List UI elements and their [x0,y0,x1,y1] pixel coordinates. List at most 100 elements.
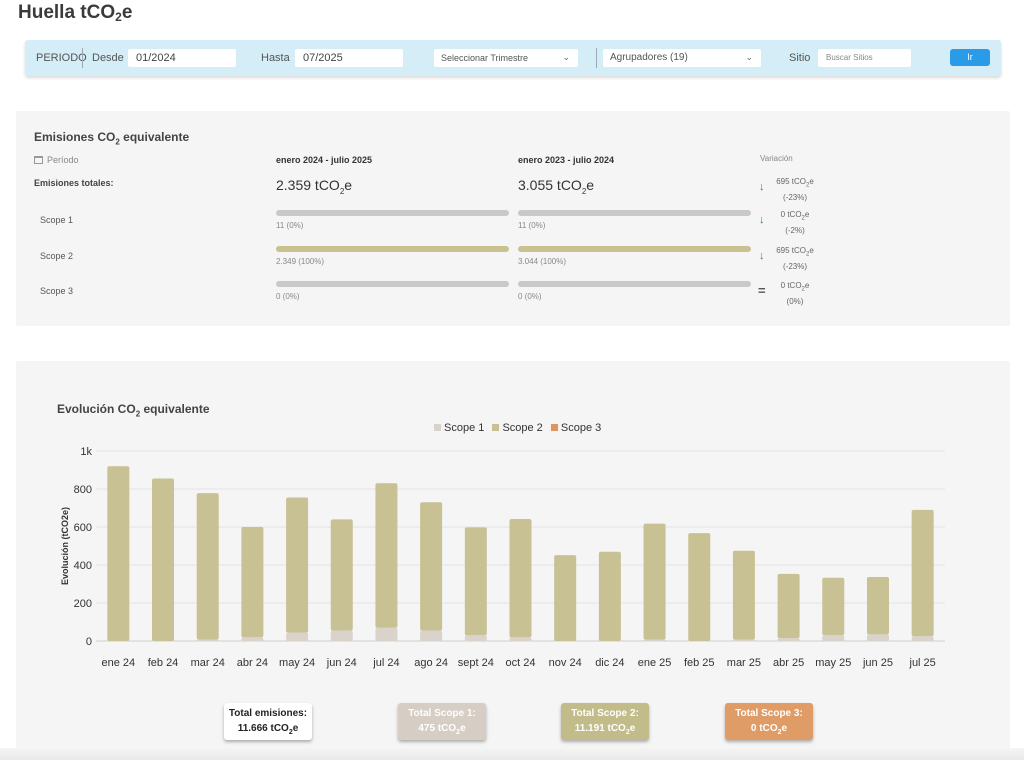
x-tick-label: ago 24 [414,657,448,669]
legend-item-scope3[interactable]: Scope 3 [550,422,602,434]
scope-var-value: 0 tCO [780,210,802,219]
total-b-value: 3.055 tCO2e [518,177,594,196]
unit-end: e [804,210,810,219]
trimestre-select[interactable]: Seleccionar Trimestre ⌄ [434,49,578,67]
total-scope1-label: Total Scope 1: [408,708,476,719]
unit-sub: 2 [806,251,810,258]
x-tick-label: ene 25 [638,657,672,669]
chevron-down-icon: ⌄ [562,52,570,62]
bar-scope2 [866,576,889,635]
unit-end: e [292,723,299,734]
legend-item-scope1[interactable]: Scope 1 [434,422,484,434]
filter-divider [596,48,597,68]
bar-scope1 [420,630,443,641]
equal-icon: = [758,283,766,298]
evolution-title-sub: 2 [135,409,141,419]
scope-bar-previous [518,246,751,252]
total-emissions-label: Emisiones totales: [34,178,114,188]
unit-sub: 2 [625,729,630,736]
x-tick-label: dic 24 [595,657,624,669]
scope-caption-previous: 3.044 (100%) [518,257,567,266]
legend-label: Scope 3 [560,422,602,434]
bar-scope1 [509,637,532,641]
s2-value-text: 11.191 tCO [574,723,626,734]
y-tick-label: 800 [74,484,92,496]
total-b-text: 3.055 tCO [518,177,582,193]
total-scope3-label: Total Scope 3: [735,708,803,719]
bar-scope1 [866,634,889,641]
bar-scope1 [286,632,309,641]
period-row-label: Período [34,155,79,165]
sitio-search-input[interactable]: Buscar Sitios [818,49,911,67]
bar-scope1 [330,630,353,641]
period-label-text: Período [47,155,79,165]
down-arrow-icon: ↓ [759,250,765,262]
unit-sub: 2 [806,182,810,189]
filter-bar: PERIODO Desde 01/2024 Hasta 07/2025 Sele… [25,40,1001,76]
bar-scope2 [420,502,443,631]
scope-caption-current: 2.349 (100%) [276,257,325,266]
bar-scope2 [107,466,130,641]
bar-scope2 [598,551,621,641]
unit-end: e [781,723,788,734]
scope-bar-previous [518,281,751,287]
summary-title-sub: 2 [115,137,120,147]
x-tick-label: jul 25 [909,657,936,669]
period-b-header: enero 2023 - julio 2024 [518,155,615,165]
total-scope2-label: Total Scope 2: [571,708,639,719]
variation-header: Variación [760,154,793,163]
legend-label: Scope 1 [444,422,485,434]
total-scope3-box: Total Scope 3: 0 tCO2e [725,703,813,740]
total-scope2-value: 11.191 tCO2e [561,721,649,740]
go-button[interactable]: Ir [950,49,990,66]
x-tick-label: jul 24 [372,657,399,669]
legend-item-scope2[interactable]: Scope 2 [492,422,543,434]
total-scope2-box: Total Scope 2: 11.191 tCO2e [561,703,649,740]
page-title: Huella tCO2e [18,2,132,24]
x-tick-label: feb 24 [148,657,179,669]
total-value-text: 11.666 tCO [237,723,289,734]
evolution-title: Evolución CO2 equivalente [57,402,210,418]
x-tick-label: mar 25 [727,657,761,669]
unit-end: e [809,177,814,186]
x-tick-label: jun 24 [326,657,357,669]
summary-title-end: equivalente [119,130,190,144]
bar-scope1 [643,639,666,641]
trimestre-select-value: Seleccionar Trimestre [441,53,529,63]
bar-scope2 [732,550,755,640]
total-a-value: 2.359 tCO2e [276,177,352,196]
period-a-header: enero 2024 - julio 2025 [276,155,373,165]
scope-row-label: Scope 2 [40,251,74,261]
total-var-pct: (-23%) [782,192,807,202]
bar-scope1 [822,635,845,641]
bar-scope2 [643,523,666,640]
scope-bar-current [276,281,509,287]
desde-label: Desde [92,52,124,64]
y-tick-label: 0 [86,636,92,648]
scope-row-label: Scope 1 [40,215,74,225]
hasta-input[interactable]: 07/2025 [295,49,403,67]
unit-end: e [460,723,466,734]
legend-label: Scope 2 [502,422,543,434]
bar-scope2 [464,527,487,636]
bar-scope1 [241,637,264,641]
bottom-fade [0,748,1024,760]
unit-sub: 2 [777,729,782,736]
unit-sub: 2 [801,286,805,293]
bar-scope2 [822,577,845,636]
bar-scope1 [464,635,487,641]
agrupadores-select[interactable]: Agrupadores (19) ⌄ [603,49,761,67]
desde-input[interactable]: 01/2024 [128,49,236,67]
unit-sub: 2 [581,186,587,196]
page-title-text: Huella tCO [18,2,116,23]
bar-scope2 [777,573,800,639]
chevron-down-icon: ⌄ [745,52,753,62]
emissions-summary-panel: Emisiones CO2 equivalente Período enero … [16,111,1010,326]
total-scope1-value: 475 tCO2e [398,721,486,740]
scope-caption-previous: 11 (0%) [518,221,546,230]
legend-swatch [434,424,441,431]
total-emissions-box-label: Total emisiones: [228,708,308,719]
bar-scope1 [196,639,219,641]
x-tick-label: nov 24 [549,657,582,669]
